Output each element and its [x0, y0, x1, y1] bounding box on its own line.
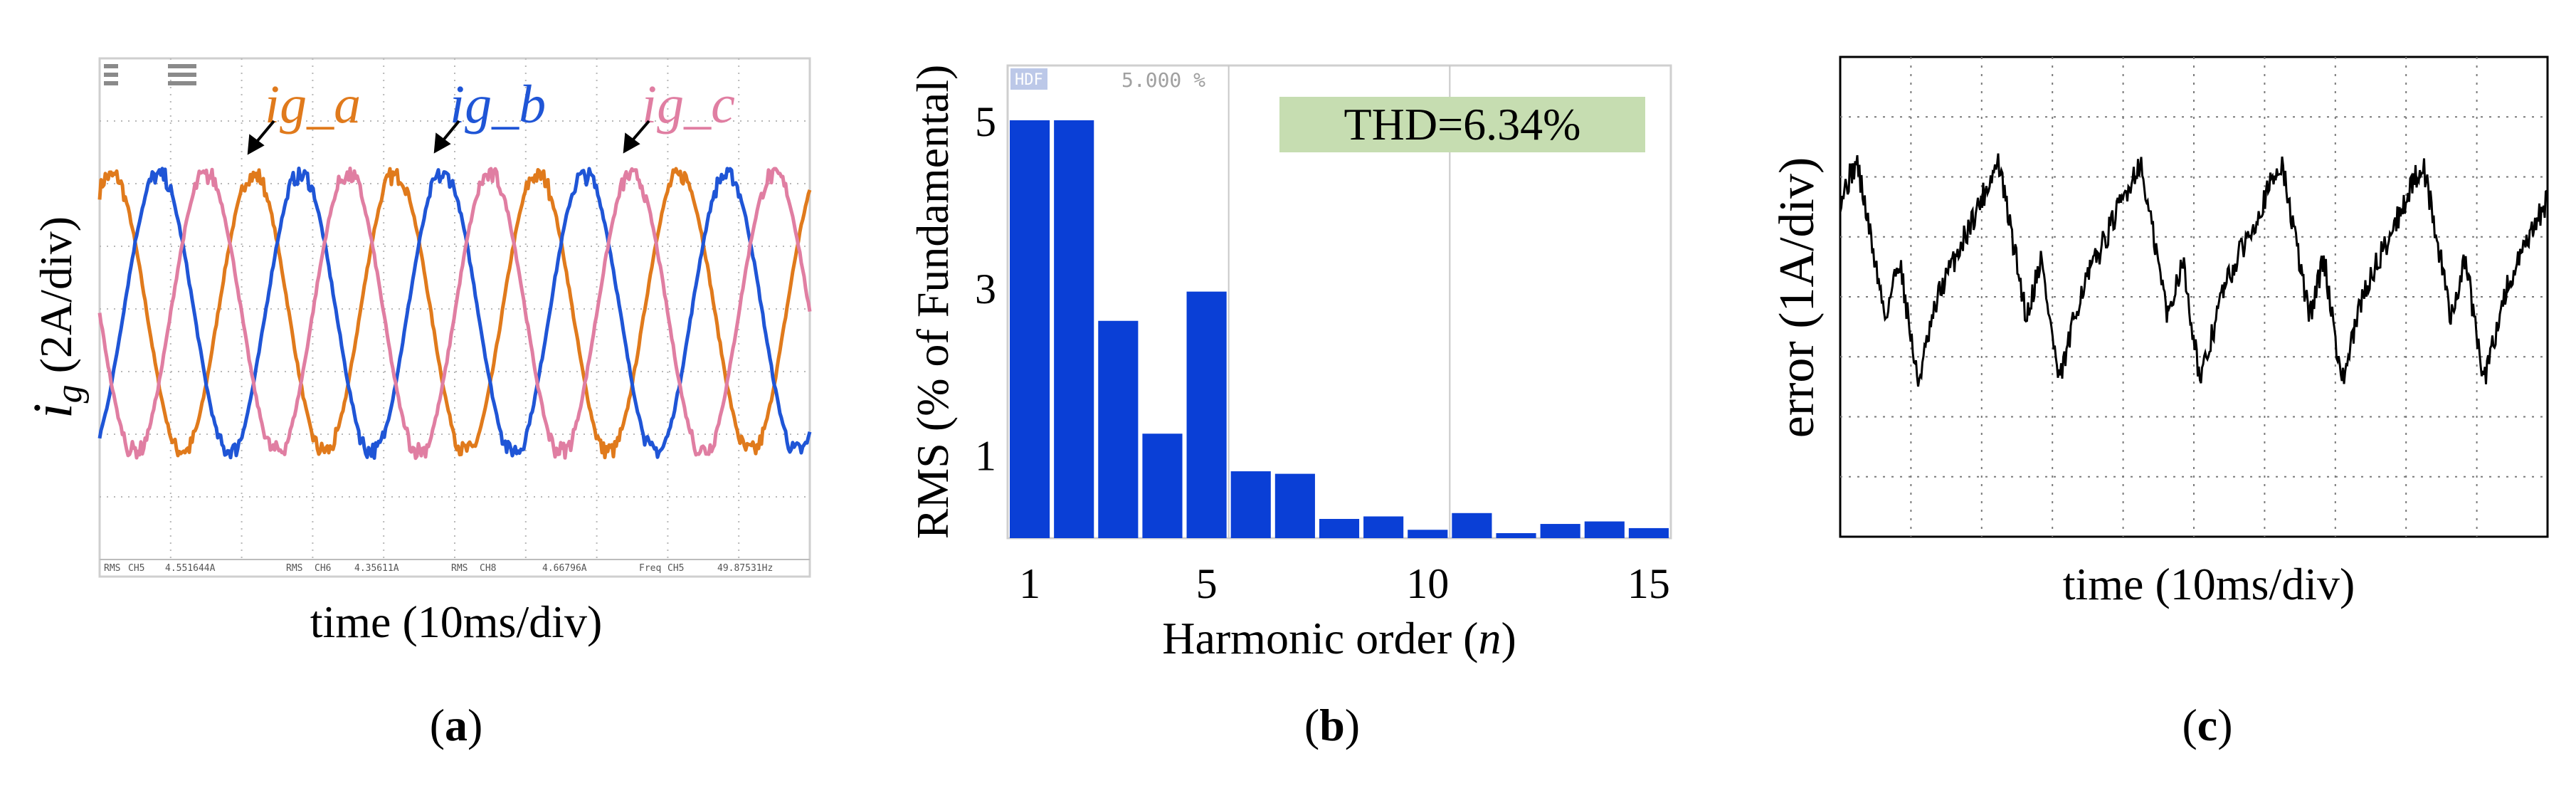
panel-b-xticks: 1 5 10 15	[1019, 560, 1670, 607]
panel-c: error (1A/div) time (10ms/div) (c)	[1770, 56, 2549, 750]
readout-rms2-value: 4.35611A	[354, 563, 399, 574]
bar-harmonic-15	[1628, 527, 1669, 538]
trace-ig-a	[97, 167, 812, 460]
panel-a-scope-header	[104, 64, 196, 85]
legend-ig-c: ig_c	[642, 75, 735, 135]
readout-rms2-ch: CH6	[315, 563, 331, 574]
bar-harmonic-11	[1452, 513, 1492, 538]
bar-harmonic-6	[1230, 471, 1271, 538]
xtick-label: 5	[1196, 560, 1218, 607]
bar-harmonic-14	[1584, 521, 1625, 538]
bar-harmonic-3	[1098, 320, 1139, 538]
panel-a-caption: (a)	[430, 700, 483, 750]
bar-harmonic-4	[1142, 434, 1183, 538]
readout-rms3-ch: CH8	[480, 563, 496, 574]
readout-rms1-label: RMS	[104, 563, 120, 574]
xtick-label: 1	[1019, 560, 1040, 607]
bar-harmonic-10	[1408, 530, 1448, 538]
panel-b-xlabel-main: Harmonic order (	[1162, 613, 1478, 663]
readout-rms2-label: RMS	[286, 563, 302, 574]
readout-rms1-ch: CH5	[128, 563, 144, 574]
legend-ig-b: ig_b	[450, 75, 546, 135]
bar-harmonic-13	[1540, 524, 1580, 538]
panel-b-xlabel: Harmonic order (n)	[1162, 613, 1516, 663]
panel-a-traces	[97, 167, 812, 461]
ytick-label: 3	[975, 266, 996, 312]
readout-freq-ch: CH5	[667, 563, 684, 574]
panel-a: RMS CH5 4.551644A RMS CH6 4.35611A RMS C…	[21, 57, 812, 750]
legend-arrow-b	[441, 120, 460, 142]
thd-annotation: THD=6.34%	[1344, 99, 1581, 149]
readout-rms3-label: RMS	[451, 563, 468, 574]
readout-rms3-value: 4.66796A	[542, 563, 587, 574]
scope-scale: 5.000 %	[1121, 68, 1205, 92]
legend-ig-a: ig_a	[265, 75, 361, 135]
panel-c-ylabel: error (1A/div)	[1770, 157, 1825, 438]
scope-tag-box	[1010, 68, 1047, 90]
panel-b-xlabel-var: n	[1478, 613, 1501, 663]
legend-arrowhead-c	[623, 132, 640, 154]
scope-tag: HDF	[1015, 71, 1043, 89]
legend-arrowhead-a	[247, 134, 265, 155]
panel-a-ylabel-sub: g	[49, 384, 90, 403]
ytick-label: 5	[975, 98, 996, 145]
trace-ig-c	[97, 167, 812, 461]
trace-ig-b	[97, 167, 812, 460]
bar-harmonic-12	[1496, 532, 1536, 538]
panel-b-bars	[1010, 120, 1669, 539]
panel-a-ylabel: ig (2A/div)	[21, 216, 90, 419]
ytick-label: 1	[975, 433, 996, 480]
readout-rms1-value: 4.551644A	[165, 563, 216, 574]
bar-harmonic-9	[1363, 516, 1404, 538]
xtick-label: 10	[1406, 560, 1449, 607]
thd-box	[1279, 97, 1645, 152]
panel-c-xlabel: time (10ms/div)	[2063, 559, 2355, 609]
legend-arrow-a	[255, 120, 275, 144]
panel-c-caption-letter: c	[2197, 700, 2217, 750]
readout-freq-label: Freq	[639, 563, 661, 574]
panel-b-caption: (b)	[1304, 700, 1360, 750]
panel-a-ylabel-unit: (2A/div)	[31, 216, 81, 384]
legend-arrow-c	[630, 120, 650, 142]
bar-harmonic-5	[1186, 291, 1227, 538]
panel-c-trace	[1839, 153, 2548, 387]
readout-freq-value: 49.87531Hz	[717, 563, 773, 574]
panel-b-yticks: 1 3 5	[975, 98, 996, 480]
panel-b-xlabel-end: )	[1501, 613, 1516, 663]
panel-a-caption-letter: a	[445, 700, 468, 750]
panel-b: HDF 5.000 % THD=6.34% 135 1 5 10 15 RMS (% …	[907, 64, 1672, 750]
bar-harmonic-2	[1054, 120, 1094, 539]
panel-c-caption: (c)	[2182, 700, 2232, 750]
panel-b-ylabel: RMS (% of Fundamental)	[907, 65, 958, 540]
xtick-label: 15	[1627, 560, 1670, 607]
panel-b-caption-letter: b	[1319, 700, 1345, 750]
panel-a-ylabel-symbol: i	[21, 403, 83, 419]
bar-harmonic-8	[1319, 518, 1360, 538]
panel-a-xlabel: time (10ms/div)	[310, 597, 603, 647]
bar-harmonic-1	[1010, 120, 1050, 539]
panel-c-grid	[1840, 57, 2548, 537]
legend-arrowhead-b	[433, 132, 451, 154]
trace-error	[1839, 153, 2548, 387]
bar-harmonic-7	[1274, 473, 1315, 538]
